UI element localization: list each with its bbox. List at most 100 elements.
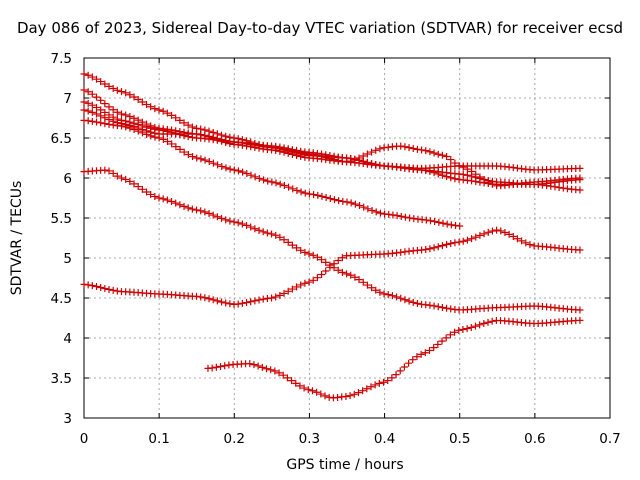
- data-point: [289, 185, 297, 193]
- data-point: [209, 134, 217, 142]
- data-point: [217, 363, 225, 371]
- data-point: [488, 180, 496, 188]
- data-point: [354, 389, 362, 397]
- data-point: [455, 326, 463, 334]
- data-point: [263, 229, 271, 237]
- data-point: [80, 70, 88, 78]
- series-s5: [80, 116, 464, 230]
- data-point: [222, 299, 230, 307]
- data-point: [213, 213, 221, 221]
- data-point: [254, 362, 262, 370]
- data-point: [425, 346, 433, 354]
- data-point: [268, 294, 276, 302]
- data-point: [335, 197, 343, 205]
- data-point: [218, 214, 226, 222]
- data-point: [480, 176, 488, 184]
- data-point: [126, 177, 134, 185]
- data-point: [109, 286, 117, 294]
- series-s7: [80, 226, 584, 308]
- data-point: [118, 122, 126, 130]
- data-point: [93, 103, 101, 111]
- data-point: [226, 217, 234, 225]
- data-point: [426, 301, 434, 309]
- data-point: [130, 126, 138, 134]
- data-point: [147, 103, 155, 111]
- data-point: [447, 156, 455, 164]
- data-point: [363, 158, 371, 166]
- data-point: [80, 86, 88, 94]
- data-point: [255, 226, 263, 234]
- data-point: [247, 223, 255, 231]
- series-s4: [80, 106, 584, 190]
- data-point: [576, 246, 584, 254]
- data-point: [105, 82, 113, 90]
- data-point: [313, 388, 321, 396]
- x-tick-label: 0.1: [148, 431, 169, 447]
- data-point: [272, 179, 280, 187]
- data-point: [397, 142, 405, 150]
- data-point: [118, 110, 126, 118]
- data-point: [234, 167, 242, 175]
- data-point: [380, 378, 388, 386]
- data-point: [264, 177, 272, 185]
- data-point: [151, 133, 159, 141]
- data-point: [259, 295, 267, 303]
- data-point: [93, 110, 101, 118]
- data-point: [230, 218, 238, 226]
- data-point: [260, 176, 268, 184]
- data-point: [471, 322, 479, 330]
- data-point: [283, 374, 291, 382]
- x-tick-label: 0.7: [599, 431, 620, 447]
- data-point: [442, 334, 450, 342]
- data-point: [97, 119, 105, 127]
- data-point: [310, 191, 318, 199]
- data-point: [88, 108, 96, 116]
- data-point: [134, 183, 142, 191]
- data-point: [505, 230, 513, 238]
- data-point: [359, 152, 367, 160]
- data-point: [305, 250, 313, 258]
- data-point: [409, 298, 417, 306]
- data-point: [168, 111, 176, 119]
- data-point: [322, 258, 330, 266]
- data-point: [262, 365, 270, 373]
- data-point: [526, 241, 534, 249]
- data-point: [422, 216, 430, 224]
- data-point: [292, 379, 300, 387]
- data-point: [101, 166, 109, 174]
- data-point: [434, 243, 442, 251]
- data-point: [238, 220, 246, 228]
- data-point: [413, 300, 421, 308]
- data-point: [576, 306, 584, 314]
- data-point: [434, 303, 442, 311]
- data-point: [463, 325, 471, 333]
- data-point: [322, 267, 330, 275]
- y-tick-label: 3: [63, 411, 72, 427]
- data-point: [222, 139, 230, 147]
- data-point: [397, 294, 405, 302]
- x-tick-label: 0.5: [449, 431, 470, 447]
- data-point: [363, 385, 371, 393]
- data-point: [347, 271, 355, 279]
- data-point: [234, 219, 242, 227]
- data-point: [205, 158, 213, 166]
- data-point: [288, 285, 296, 293]
- data-point: [447, 221, 455, 229]
- y-tick-label: 4: [63, 331, 72, 347]
- data-point: [401, 143, 409, 151]
- data-point: [468, 168, 476, 176]
- data-point: [484, 228, 492, 236]
- data-point: [293, 283, 301, 291]
- data-point: [430, 302, 438, 310]
- data-point: [355, 154, 363, 162]
- data-point: [421, 349, 429, 357]
- data-point: [405, 144, 413, 152]
- y-tick-label: 3.5: [51, 371, 72, 387]
- data-point: [122, 175, 130, 183]
- data-point: [413, 353, 421, 361]
- data-point: [168, 198, 176, 206]
- data-point: [297, 281, 305, 289]
- x-tick-label: 0.4: [374, 431, 395, 447]
- data-point: [400, 363, 408, 371]
- data-point: [93, 118, 101, 126]
